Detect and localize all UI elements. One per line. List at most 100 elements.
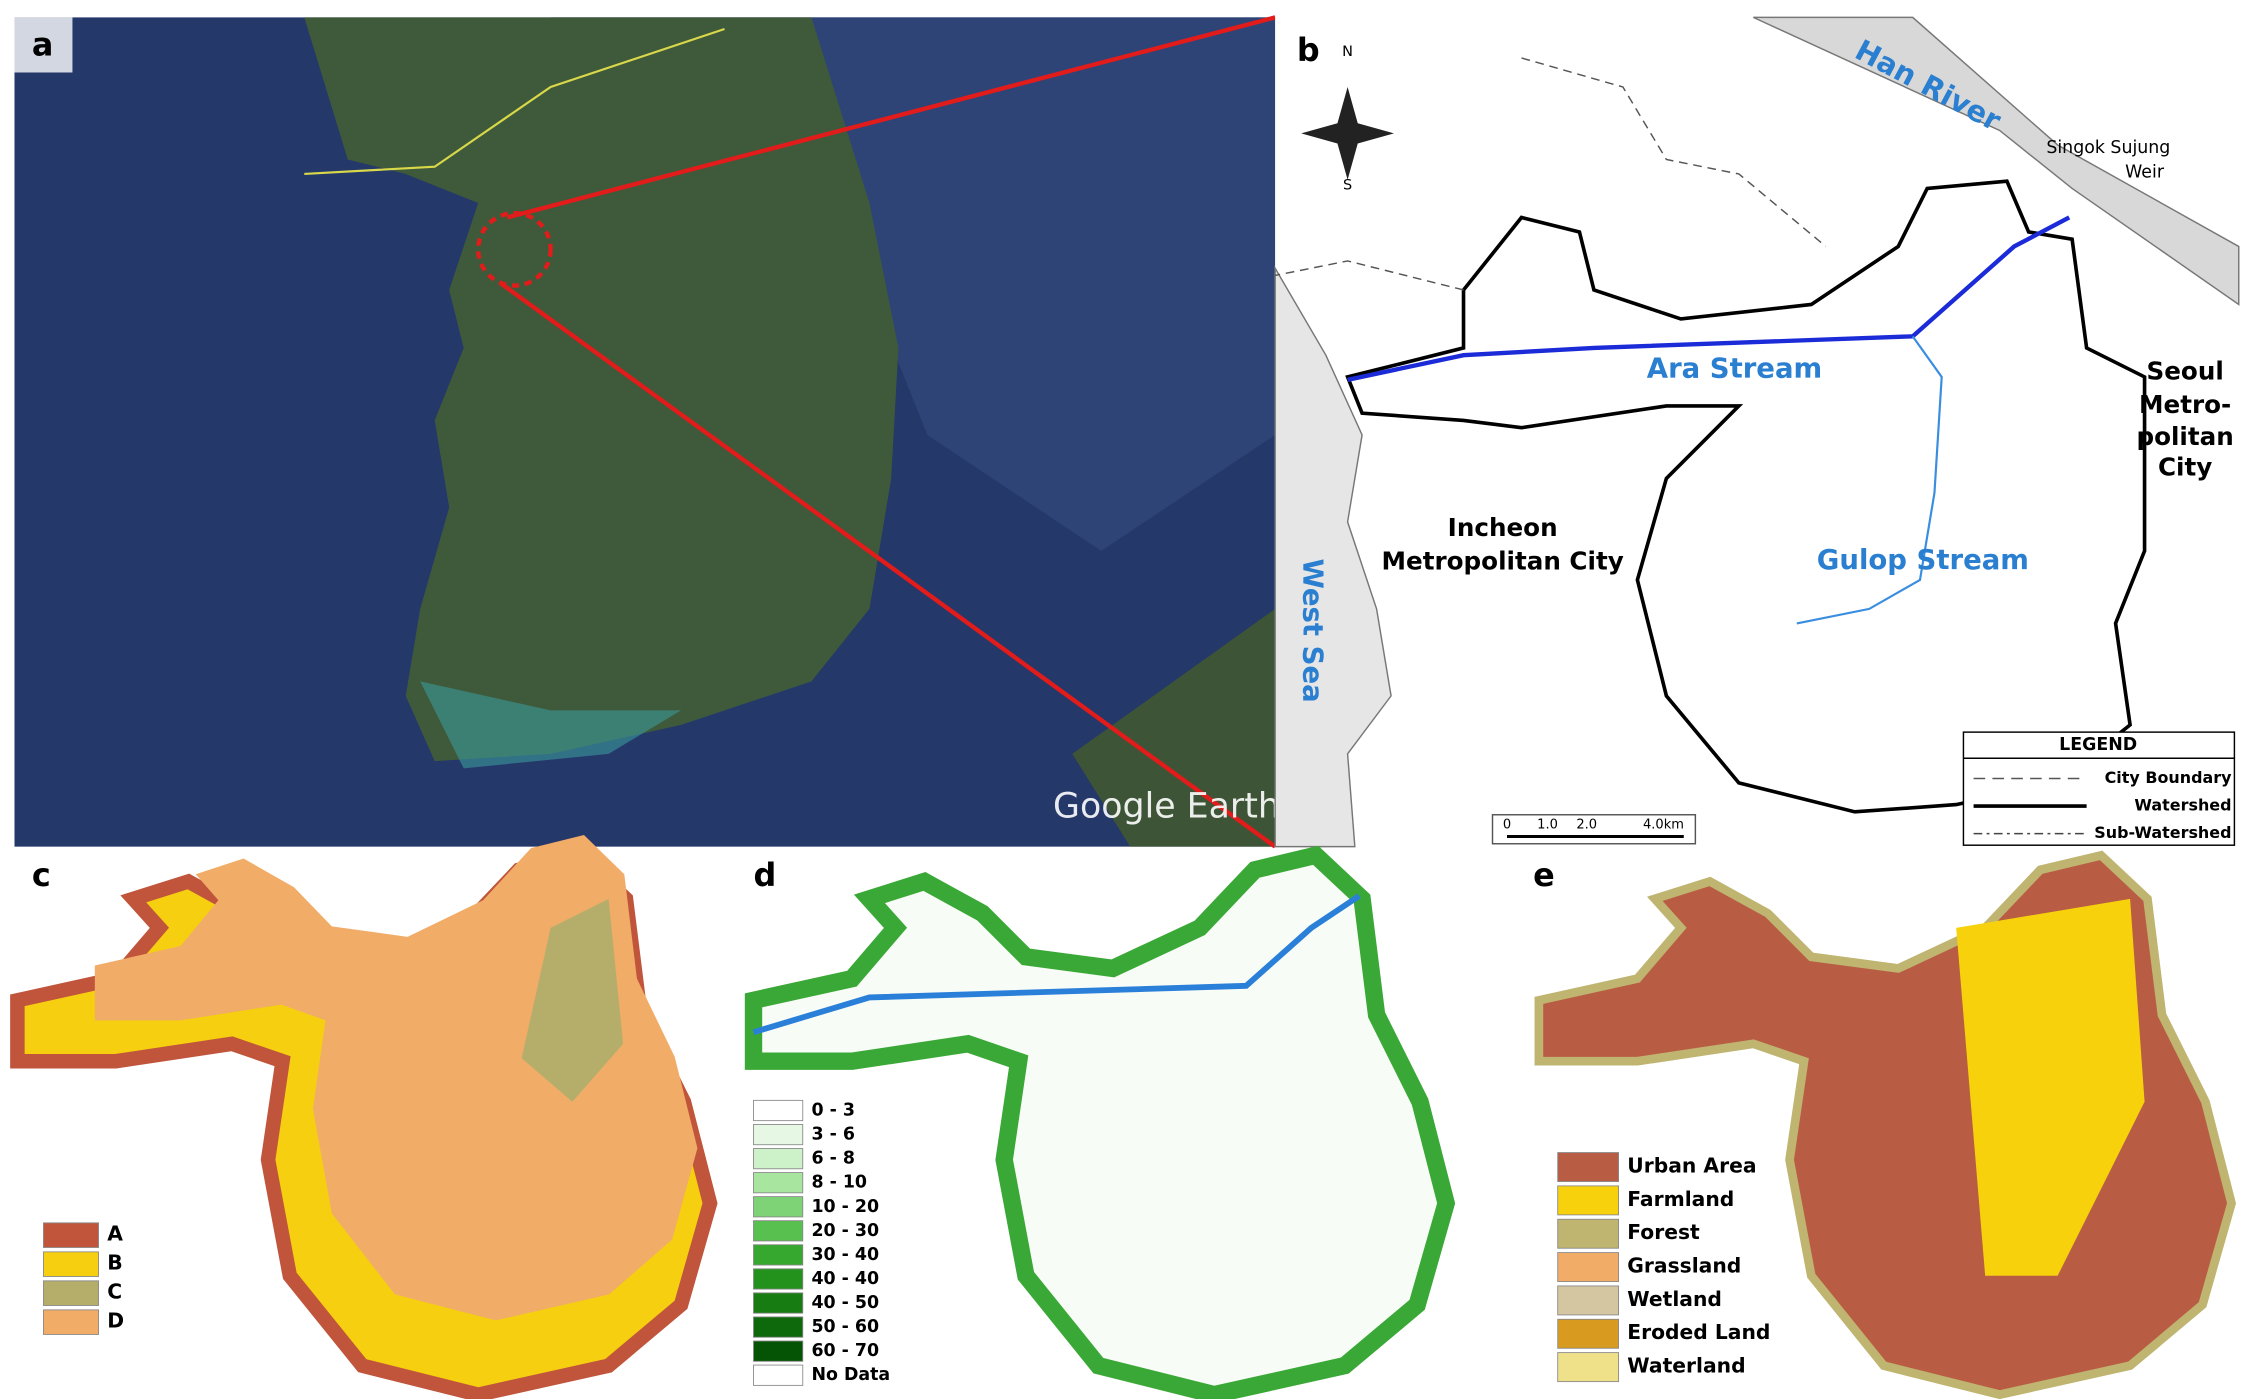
label-box xyxy=(14,17,73,73)
legend-label: Urban Area xyxy=(1627,1154,1756,1178)
scale-label: 1.0 xyxy=(1537,817,1558,832)
legend-item: City Boundary xyxy=(2105,768,2232,787)
legend-label: Farmland xyxy=(1627,1187,1734,1211)
border-line xyxy=(304,27,725,176)
legend-swatch xyxy=(753,1099,804,1122)
seoul-label: politan xyxy=(2136,422,2233,451)
legend-label: 10 - 20 xyxy=(811,1197,879,1217)
scale-label: 4.0km xyxy=(1643,817,1684,832)
legend-label: 60 - 70 xyxy=(811,1341,879,1361)
legend-swatch xyxy=(753,1172,804,1194)
slope-map xyxy=(753,855,1446,1394)
legend-swatch xyxy=(753,1364,804,1386)
watermark: Google Earth xyxy=(1053,787,1280,827)
panel-label: c xyxy=(32,856,51,894)
legend-label: C xyxy=(107,1280,122,1304)
zoom-line xyxy=(506,15,1276,220)
legend-label: 8 - 10 xyxy=(811,1173,867,1193)
legend-swatch xyxy=(43,1280,99,1306)
legend-swatch xyxy=(43,1222,99,1248)
stream-label: Ara Stream xyxy=(1647,353,1822,385)
legend-swatch xyxy=(1557,1152,1620,1182)
legend-label: 20 - 30 xyxy=(811,1221,879,1241)
legend-label: A xyxy=(107,1222,123,1246)
city-label: Incheon xyxy=(1448,513,1558,542)
legend-label: 40 - 50 xyxy=(811,1293,879,1313)
scale-label: 2.0 xyxy=(1576,817,1597,832)
legend-label: Eroded Land xyxy=(1627,1320,1770,1344)
study-area-circle xyxy=(476,210,553,288)
farmland-patch xyxy=(1956,898,2145,1276)
legend-label: 3 - 6 xyxy=(811,1125,854,1145)
legend-item: Sub-Watershed xyxy=(2094,823,2231,842)
legend-label: Forest xyxy=(1627,1220,1700,1244)
legend-swatch xyxy=(753,1148,804,1170)
seoul-label: Seoul xyxy=(2146,357,2223,386)
watershed-boundary xyxy=(1345,179,2147,814)
panel-d: d 0 - 3 3 - 6 6 - 8 8 - 10 10 - 20 20 - 30 30 … xyxy=(753,855,1446,1394)
compass: N S xyxy=(1301,44,1394,194)
legend-swatch xyxy=(753,1340,804,1362)
legend: LEGEND City Boundary Watershed Sub-Water… xyxy=(1962,731,2236,846)
legend-swatch xyxy=(1557,1252,1620,1283)
legend-label: 50 - 60 xyxy=(811,1317,879,1337)
legend: Urban Area Farmland Forest Grassland Wetland… xyxy=(1557,1152,1770,1383)
stream-label: Gulop Stream xyxy=(1817,544,2029,576)
compass-label: S xyxy=(1343,178,1352,194)
panel-label: d xyxy=(753,856,776,894)
city-label: Metropolitan City xyxy=(1382,546,1624,575)
sea-label: West Sea xyxy=(1296,559,1328,703)
legend-swatch xyxy=(43,1309,99,1335)
legend-swatch xyxy=(1557,1218,1620,1249)
legend-label: No Data xyxy=(811,1365,890,1385)
legend-swatch xyxy=(753,1196,804,1218)
shallow-sea xyxy=(420,681,682,769)
legend-swatch xyxy=(753,1268,804,1290)
legend: 0 - 3 3 - 6 6 - 8 8 - 10 10 - 20 20 - 30 30 - … xyxy=(753,1099,890,1386)
legend-swatch xyxy=(753,1123,804,1146)
legend-label: Wetland xyxy=(1627,1287,1722,1311)
legend-label: D xyxy=(107,1309,124,1333)
soil-patch xyxy=(521,898,624,1102)
legend-title: LEGEND xyxy=(2059,735,2137,755)
weir-label: Weir xyxy=(2125,163,2165,183)
panel-b: N S Han River Singok Sujung Weir Seoul M… xyxy=(1274,16,2240,848)
japan-land xyxy=(1072,608,1276,847)
legend-swatch xyxy=(753,1244,804,1266)
legend-label: 6 - 8 xyxy=(811,1149,854,1169)
scale-bar: 0 1.0 2.0 4.0km xyxy=(1491,814,1697,845)
compass-label: N xyxy=(1342,44,1353,60)
legend-label: Grassland xyxy=(1627,1254,1741,1278)
seoul-label: City xyxy=(2158,452,2212,481)
panel-label: e xyxy=(1533,856,1555,894)
legend-swatch xyxy=(753,1316,804,1338)
zoom-line xyxy=(498,280,1277,849)
city-boundary xyxy=(1275,57,1827,291)
legend-swatch xyxy=(1557,1185,1620,1216)
panel-a: a Google Earth xyxy=(14,15,1280,849)
west-sea xyxy=(1274,265,1392,848)
legend-swatch xyxy=(1557,1352,1620,1383)
legend-label: 40 - 40 xyxy=(811,1269,879,1289)
legend-item: Watershed xyxy=(2134,796,2231,815)
legend-swatch xyxy=(43,1251,99,1277)
legend-swatch xyxy=(1557,1318,1620,1349)
sea-east xyxy=(550,17,1276,551)
scale-label: 0 xyxy=(1503,817,1511,832)
ara-stream xyxy=(1347,215,2071,382)
seoul-label: Metro- xyxy=(2139,390,2231,419)
legend-label: Waterland xyxy=(1627,1354,1745,1378)
legend-label: B xyxy=(107,1251,122,1275)
gulop-stream xyxy=(1796,335,1943,625)
panel-label: b xyxy=(1297,31,1320,69)
weir-label: Singok Sujung xyxy=(2046,138,2170,158)
han-river xyxy=(1753,16,2240,306)
stream-line xyxy=(752,893,1361,1035)
panel-label: a xyxy=(32,25,54,63)
peninsula xyxy=(304,17,899,762)
panel-e: e Urban Area Farmland Forest Grassland Wetla… xyxy=(1533,855,2231,1394)
legend-swatch xyxy=(753,1220,804,1242)
